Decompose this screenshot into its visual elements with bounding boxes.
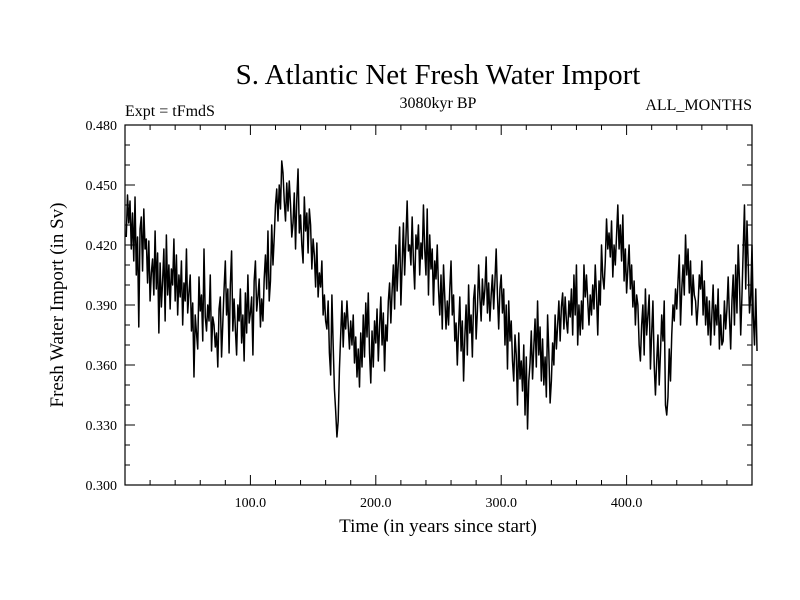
series-group bbox=[125, 160, 758, 438]
y-tick-label: 0.420 bbox=[86, 239, 118, 254]
chart-title: S. Atlantic Net Fresh Water Import bbox=[236, 59, 641, 91]
chart-subtitle-right: ALL_MONTHS bbox=[645, 97, 752, 114]
x-tick-label: 100.0 bbox=[235, 496, 267, 511]
axis-ticks: 100.0 200.0 300.0 400.0 0.300 0.330 0.360 0.390… bbox=[86, 119, 752, 511]
y-tick-label: 0.480 bbox=[86, 119, 118, 134]
y-tick-label: 0.360 bbox=[86, 359, 118, 374]
y-tick-label: 0.390 bbox=[86, 299, 118, 314]
y-tick-label: 0.300 bbox=[86, 479, 118, 494]
x-axis-label: Time (in years since start) bbox=[339, 516, 537, 537]
x-tick-label: 300.0 bbox=[485, 496, 517, 511]
y-tick-label: 0.330 bbox=[86, 419, 118, 434]
y-tick-label: 0.450 bbox=[86, 179, 118, 194]
chart-subtitle-center: 3080kyr BP bbox=[400, 95, 477, 112]
chart-subtitle-left: Expt = tFmdS bbox=[125, 103, 215, 120]
series-line bbox=[125, 160, 758, 438]
y-axis-label: Fresh Water Import (in Sv) bbox=[47, 203, 68, 408]
plot-frame bbox=[124, 124, 753, 486]
x-tick-label: 400.0 bbox=[611, 496, 643, 511]
x-tick-label: 200.0 bbox=[360, 496, 392, 511]
